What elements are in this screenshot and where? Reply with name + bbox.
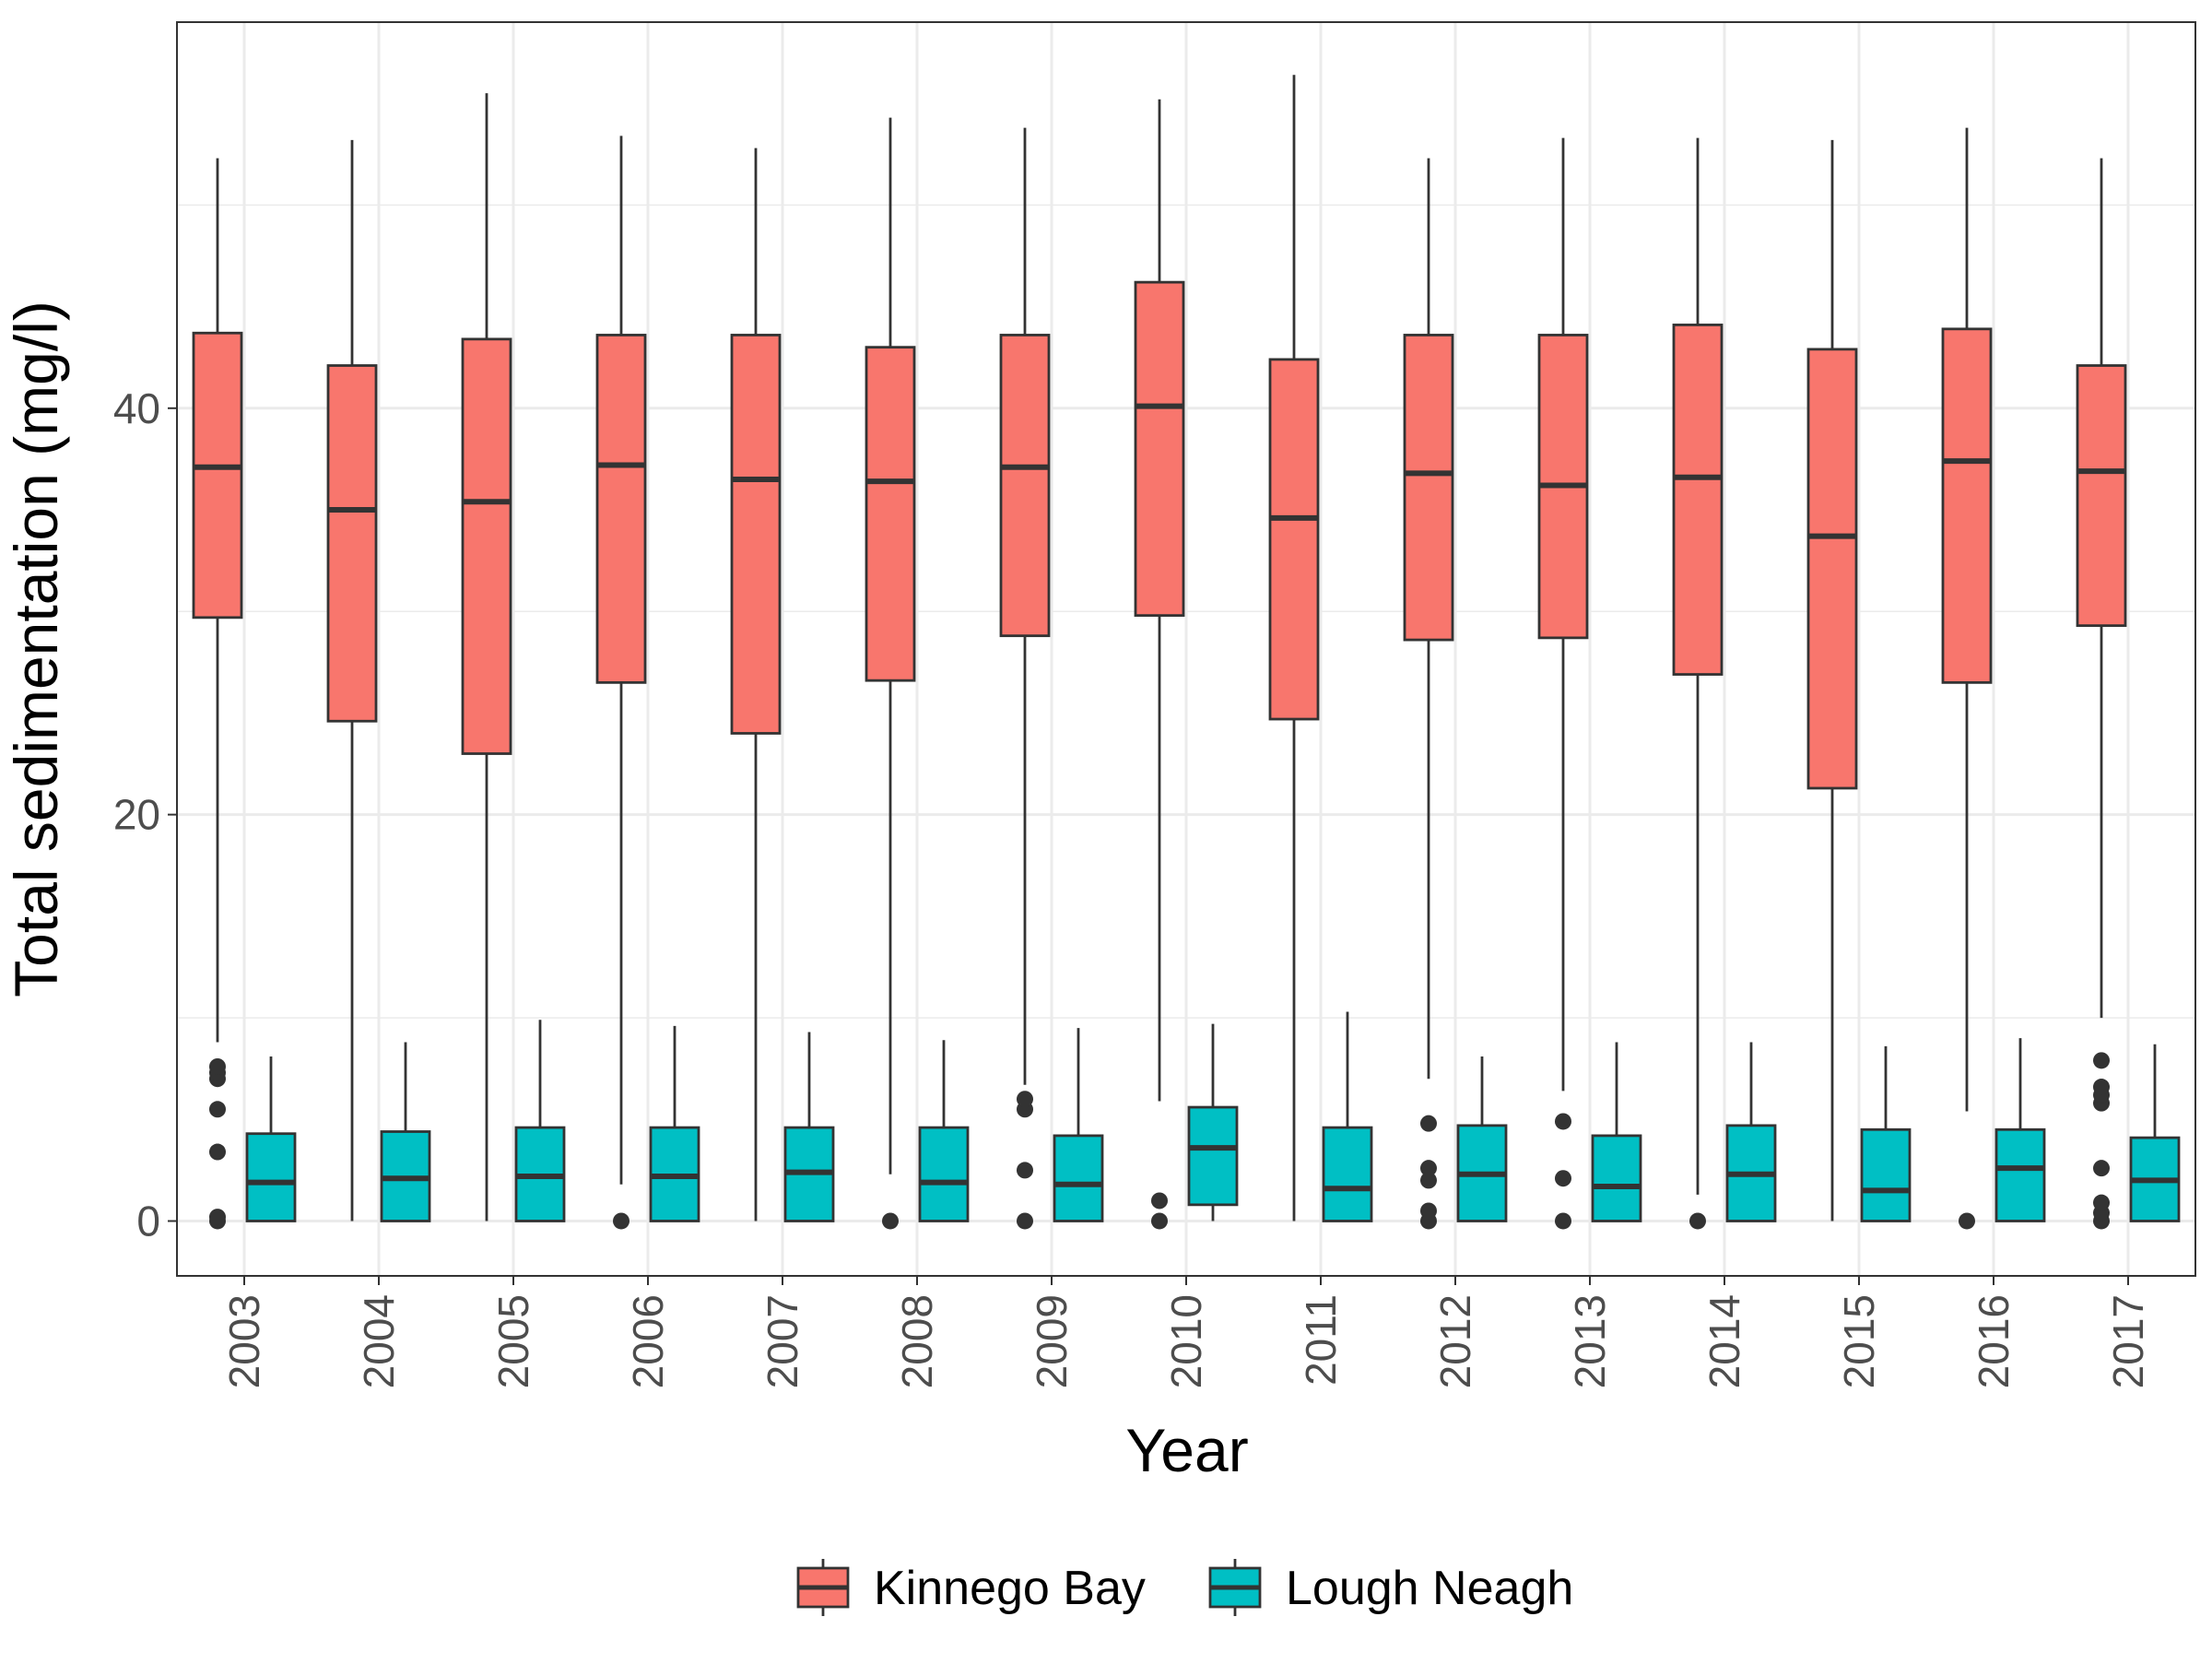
outlier-point <box>209 1143 226 1161</box>
box <box>1994 1127 2046 1222</box>
grid-layer <box>177 22 2195 1276</box>
axis-layer: 0 20 40 2003 2004 2005 2006 2007 2008 2009 2010 201… <box>113 384 2152 1389</box>
box <box>999 334 1051 638</box>
outlier-point <box>209 1057 226 1075</box>
outlier-point <box>1420 1115 1437 1132</box>
outlier-point <box>1151 1212 1168 1230</box>
box <box>1806 348 1858 790</box>
box <box>1860 1127 1912 1222</box>
box <box>1322 1126 1373 1222</box>
outlier-point <box>1017 1212 1033 1230</box>
x-tick-label: 2008 <box>893 1294 941 1388</box>
outlier-point <box>2093 1052 2110 1069</box>
outlier-point <box>1420 1172 1437 1189</box>
x-tick-label: 2009 <box>1028 1294 1076 1388</box>
x-tick-label: 2010 <box>1162 1294 1210 1388</box>
outlier-point <box>1420 1202 1437 1220</box>
box <box>1672 324 1724 676</box>
outlier-point <box>2093 1194 2110 1211</box>
x-tick-label: 2007 <box>759 1294 806 1388</box>
outlier-point <box>2093 1160 2110 1177</box>
outlier-point <box>613 1212 629 1230</box>
outlier-point <box>209 1209 226 1226</box>
legend: Kinnego Bay Lough Neagh <box>796 1559 1573 1616</box>
x-tick-label: 2006 <box>624 1294 672 1388</box>
legend-label: Kinnego Bay <box>874 1562 1146 1615</box>
x-axis-title: Year <box>1125 1416 1248 1484</box>
outlier-point <box>2093 1079 2110 1096</box>
y-tick-label: 0 <box>136 1197 160 1245</box>
outlier-point <box>1689 1212 1706 1230</box>
box <box>730 334 782 735</box>
x-tick-label: 2016 <box>1970 1294 2018 1388</box>
box <box>1403 334 1454 642</box>
x-tick-label: 2011 <box>1297 1294 1345 1386</box>
x-tick-label: 2003 <box>220 1294 268 1388</box>
x-tick-label: 2004 <box>355 1294 403 1388</box>
box <box>1268 358 1320 721</box>
y-axis-title: Total sedimentation (mg/l) <box>2 301 70 997</box>
outlier-point <box>882 1212 899 1230</box>
box <box>1187 1105 1239 1207</box>
box <box>865 346 916 682</box>
box <box>595 334 647 684</box>
x-tick-label: 2013 <box>1566 1294 1614 1388</box>
x-tick-label: 2015 <box>1835 1294 1883 1388</box>
box <box>245 1132 297 1222</box>
box <box>918 1126 970 1222</box>
box <box>326 364 378 723</box>
outlier-point <box>1555 1113 1571 1130</box>
legend-label: Lough Neagh <box>1286 1562 1573 1615</box>
outlier-point <box>1420 1160 1437 1177</box>
outlier-point <box>209 1101 226 1118</box>
x-tick-label: 2017 <box>2104 1294 2152 1388</box>
box <box>1941 327 1993 684</box>
box <box>2076 364 2127 628</box>
box <box>1591 1134 1642 1222</box>
x-tick-label: 2014 <box>1700 1294 1748 1388</box>
x-tick-label: 2005 <box>489 1294 537 1388</box>
box <box>461 337 512 755</box>
plot-layer <box>192 75 2181 1230</box>
outlier-point <box>1151 1192 1168 1210</box>
outlier-point <box>1555 1212 1571 1230</box>
outlier-point <box>1555 1170 1571 1187</box>
x-tick-label: 2012 <box>1431 1294 1479 1388</box>
y-tick-label: 40 <box>113 384 160 432</box>
box <box>192 331 243 620</box>
y-tick-label: 20 <box>113 791 160 839</box>
outlier-point <box>1017 1091 1033 1108</box>
box <box>1053 1134 1104 1222</box>
outlier-point <box>1017 1162 1033 1179</box>
outlier-point <box>1959 1212 1975 1230</box>
box <box>1134 280 1185 618</box>
